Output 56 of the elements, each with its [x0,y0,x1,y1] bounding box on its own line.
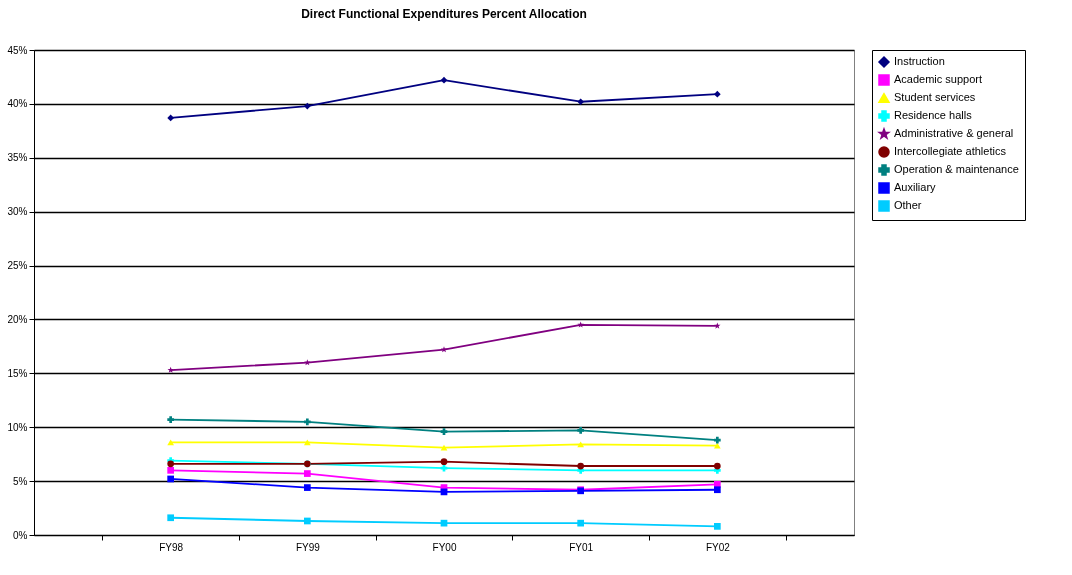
y-tick-label: 45% [7,44,28,56]
point [713,523,721,530]
x-tick-label: FY99 [295,541,321,553]
y-tick-label: 15% [7,367,28,379]
y-tick-label: 10% [7,421,28,433]
point [167,439,175,446]
point [714,322,721,329]
legend-label: Instruction [894,55,945,67]
legend-label: Intercollegiate athletics [894,145,1007,157]
point [303,439,311,446]
point [167,460,175,468]
legend-label: Academic support [894,73,983,85]
point [440,428,448,435]
point [713,90,721,98]
x-tick-label: FY02 [705,541,731,553]
point [577,462,585,470]
point [577,98,585,106]
point [440,458,448,466]
y-tick-label: 5% [13,475,28,487]
x-tick-label: FY00 [432,541,457,553]
point [577,519,585,527]
point [713,436,721,444]
point [440,76,448,84]
point [303,418,311,426]
chart-title: Direct Functional Expenditures Percent Allocation [301,7,587,21]
point [713,486,721,494]
y-tick-label: 40% [7,98,28,110]
point [167,475,175,483]
legend-label: Administrative & general [894,127,1014,139]
point [304,359,311,366]
legend-label: Residence halls [894,109,973,121]
legend-label: Student services [894,91,976,103]
x-tick-label: FY98 [159,541,184,553]
point [167,466,175,474]
point [577,321,584,328]
point [167,416,175,424]
legend-label: Auxiliary [894,181,937,193]
y-tick-label: 35% [7,152,28,164]
point [577,427,585,434]
point [713,462,721,470]
point [167,366,174,373]
point [440,464,448,472]
legend-label: Other [894,199,922,211]
point [303,517,311,525]
y-tick-label: 30% [7,206,28,218]
legend-label: Operation & maintenance [894,163,1019,175]
point [167,514,175,522]
point [167,114,175,122]
y-tick-label: 0% [13,529,28,541]
y-tick-label: 25% [7,260,28,272]
y-tick-label: 20% [7,313,28,325]
point [303,102,311,110]
point [303,470,311,477]
x-tick-label: FY01 [569,541,594,553]
point [303,484,311,491]
point [440,444,448,451]
